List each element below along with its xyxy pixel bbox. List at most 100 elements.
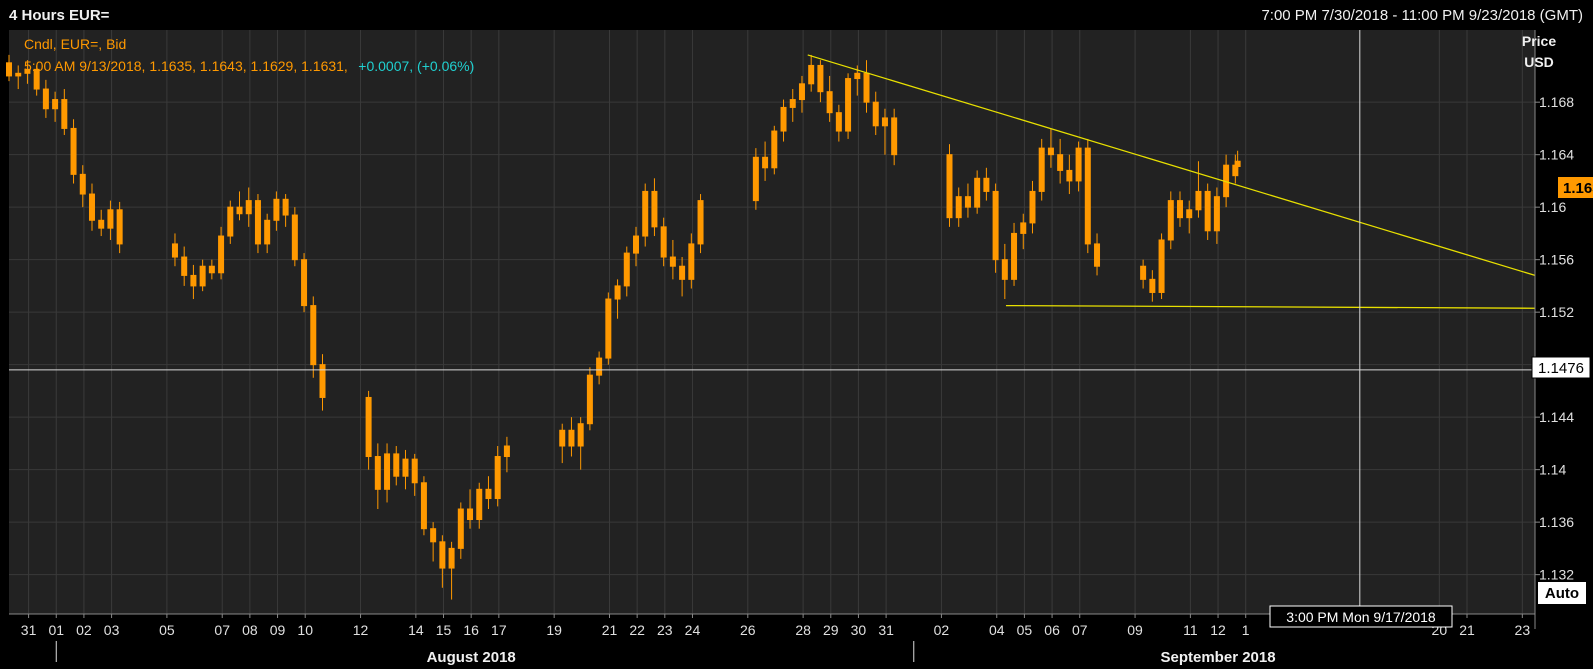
auto-scale-button[interactable] (1538, 582, 1586, 604)
y-axis-label-price: Price (1522, 33, 1556, 49)
candle-body (430, 528, 437, 543)
candle-body (559, 429, 566, 447)
x-tick-label: 11 (1183, 622, 1198, 638)
candle-body (393, 453, 400, 477)
candle-body (1094, 243, 1101, 267)
candle-body (273, 198, 280, 221)
x-tick-label: 29 (823, 622, 839, 638)
candle-body (854, 72, 861, 80)
candle-body (697, 200, 704, 245)
candle-body (632, 235, 639, 254)
candle-body (752, 156, 759, 202)
candle-body (1149, 278, 1156, 293)
candle-body (891, 117, 898, 156)
candle-body (33, 68, 40, 90)
x-tick-label: 05 (1017, 622, 1033, 638)
x-tick-label: 30 (851, 622, 867, 638)
candle-body (669, 256, 676, 267)
candle-body (1234, 160, 1241, 167)
candle-body (171, 243, 178, 258)
y-tick-label: 1.168 (1539, 94, 1574, 110)
x-tick-label: 1 (1242, 622, 1250, 638)
candle-body (1186, 209, 1193, 219)
candle-body (586, 374, 593, 425)
y-tick-label: 1.152 (1539, 304, 1574, 320)
candle-body (282, 198, 289, 216)
candle-body (679, 265, 686, 280)
x-tick-label: 07 (1072, 622, 1088, 638)
legend-ohlc: 5:00 AM 9/13/2018, 1.1635, 1.1643, 1.162… (24, 58, 348, 74)
candle-body (42, 88, 49, 110)
candle-body (1140, 265, 1147, 280)
candle-body (420, 482, 427, 530)
x-tick-label: 06 (1044, 622, 1060, 638)
candle-body (402, 458, 409, 477)
candle-body (1195, 190, 1202, 211)
candle-body (568, 429, 575, 447)
candle-body (24, 68, 31, 74)
candle-body (181, 256, 188, 276)
candle-body (660, 226, 667, 258)
current-price-badge (1558, 177, 1593, 198)
candle-body (190, 274, 197, 287)
candle-body (1011, 232, 1018, 280)
candle-body (467, 508, 474, 521)
y-tick-label: 1.14 (1539, 462, 1566, 478)
candle-body (218, 235, 225, 274)
candle-body (374, 456, 381, 490)
x-tick-label: 05 (159, 622, 175, 638)
candle-body (1029, 190, 1036, 224)
x-tick-label: 16 (463, 622, 479, 638)
plot-area[interactable] (9, 30, 1535, 614)
candle-body (365, 396, 372, 458)
candle-body (983, 177, 990, 192)
current-price-label: 1.1631 (1563, 180, 1593, 197)
candle-body (808, 64, 815, 85)
y-tick-label: 1.164 (1539, 147, 1574, 163)
candle-body (79, 173, 86, 195)
crosshair-date-label: 3:00 PM Mon 9/17/2018 (1286, 609, 1436, 625)
candle-body (762, 156, 769, 169)
x-tick-label: 12 (353, 622, 369, 638)
candle-body (88, 193, 95, 221)
x-tick-label: 26 (740, 622, 756, 638)
candle-body (798, 83, 805, 101)
x-tick-label: 31 (878, 622, 894, 638)
candle-body (503, 445, 510, 458)
candle-body (291, 214, 298, 261)
candle-body (1066, 169, 1073, 182)
y-tick-label: 1.132 (1539, 567, 1574, 583)
x-tick-label: 04 (989, 622, 1005, 638)
candle-body (881, 117, 888, 127)
y-tick-label: 1.16 (1539, 199, 1566, 215)
trendlines[interactable] (807, 54, 1536, 309)
candle-body (254, 200, 261, 245)
candle-body (448, 547, 455, 569)
x-tick-label: 08 (242, 622, 258, 638)
x-tick-label: 31 (21, 622, 37, 638)
candle-body (319, 364, 326, 398)
month-label: September 2018 (1161, 649, 1276, 666)
candle-body (642, 190, 649, 237)
candle-body (1158, 239, 1165, 293)
candle-body (872, 101, 879, 127)
x-tick-label: 23 (1515, 622, 1531, 638)
candle-body (596, 357, 603, 376)
month-label: August 2018 (427, 649, 516, 666)
candle-body (236, 206, 243, 215)
crosshair-date-badge (1269, 605, 1453, 628)
x-tick-label: 24 (685, 622, 701, 638)
y-axis-label-currency: USD (1524, 54, 1554, 70)
candle-body (116, 209, 123, 245)
candle-body (264, 219, 271, 245)
candle-body (61, 99, 68, 129)
x-tick-label: 21 (602, 622, 618, 638)
candle-body (70, 127, 77, 175)
x-tick-label: 19 (546, 622, 562, 638)
candle-body (52, 99, 59, 110)
x-tick-label: 10 (297, 622, 313, 638)
x-tick-label: 03 (104, 622, 120, 638)
crosshair-price-label: 1.1476 (1538, 360, 1584, 377)
candle-body (863, 72, 870, 103)
